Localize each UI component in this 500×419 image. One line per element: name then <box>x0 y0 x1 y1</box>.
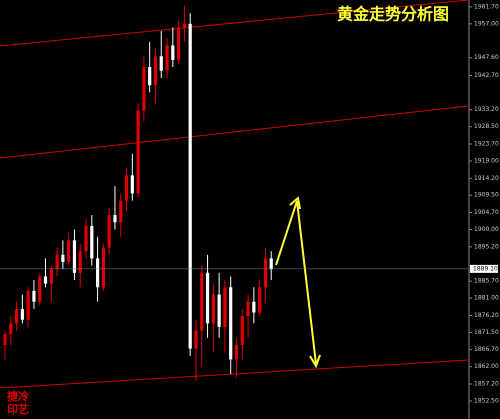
y-tick-label: 1923.70 <box>474 140 499 147</box>
y-tick-label: 1862.00 <box>474 363 499 370</box>
candle-body <box>55 254 59 270</box>
candle-body <box>171 45 175 60</box>
candle-body <box>32 290 36 302</box>
y-tick-label: 1857.20 <box>474 380 499 387</box>
candle-body <box>153 56 158 86</box>
candle-body <box>130 175 134 194</box>
candle-body <box>49 269 53 284</box>
channel-line <box>0 105 469 159</box>
candle-body <box>107 215 111 248</box>
candle-body <box>43 276 48 284</box>
candle-body <box>258 287 262 313</box>
candle-body <box>252 301 256 313</box>
y-tick-label: 1895.20 <box>474 243 499 250</box>
y-tick-label: 1876.20 <box>474 312 499 319</box>
candle-body <box>38 276 42 302</box>
candle-body <box>240 316 244 346</box>
candle-body <box>136 110 140 194</box>
candle-body <box>205 272 210 324</box>
candle-body <box>263 258 268 288</box>
chart-title: 黄金走势分析图 <box>337 5 449 24</box>
candle-body <box>14 308 19 324</box>
candle-body <box>223 287 227 327</box>
y-tick-label: 1961.70 <box>474 3 499 10</box>
y-tick-label: 1881.00 <box>474 295 499 302</box>
y-tick-label: 1866.70 <box>474 346 499 353</box>
candle-body <box>148 67 152 86</box>
y-tick-label: 1942.70 <box>474 72 499 79</box>
watermark: 印艺 <box>7 402 29 416</box>
candle-body <box>61 254 65 263</box>
y-tick-label: 1957.00 <box>474 20 499 27</box>
y-tick-label: 1919.00 <box>474 157 499 164</box>
candle-body <box>229 287 233 360</box>
candle-body <box>101 247 105 288</box>
candle-body <box>20 308 24 320</box>
channel-line <box>0 359 469 389</box>
channel-line <box>0 0 469 47</box>
candle-body <box>26 290 30 320</box>
candle-body <box>90 225 94 259</box>
candle-body <box>269 258 273 270</box>
current-price-box <box>470 264 498 273</box>
current-price-label: 1889.10 <box>473 265 498 272</box>
candle-body <box>67 240 71 263</box>
y-tick-label: 1928.50 <box>474 123 499 130</box>
watermark: 捷冷 <box>7 389 29 403</box>
candle-body <box>119 200 123 223</box>
forecast-arrows <box>275 196 321 369</box>
candle-body <box>142 67 146 111</box>
candle-body <box>182 23 187 28</box>
candle-body <box>9 323 13 335</box>
y-tick-label: 1852.50 <box>474 397 499 404</box>
y-tick-label: 1871.50 <box>474 329 499 336</box>
candle-body <box>113 215 117 223</box>
candle-body <box>78 251 82 273</box>
arrow-head <box>289 196 301 210</box>
candle-body <box>177 27 181 60</box>
candle-body <box>72 240 77 273</box>
y-tick-label: 1900.00 <box>474 226 499 233</box>
candle-body <box>95 258 100 288</box>
forecast-path <box>275 200 317 365</box>
candle-body <box>234 345 239 360</box>
candle-body <box>200 272 204 331</box>
candle-body <box>3 334 7 346</box>
y-tick-label: 1947.60 <box>474 54 499 61</box>
candle-body <box>159 56 163 71</box>
y-tick-label: 1933.20 <box>474 106 499 113</box>
candles <box>3 5 273 382</box>
candle-body <box>124 175 129 201</box>
candle-body <box>194 330 198 349</box>
y-tick-label: 1904.70 <box>474 209 499 216</box>
candle-body <box>211 294 215 324</box>
y-tick-label: 1909.50 <box>474 192 499 199</box>
y-tick-label: 1914.20 <box>474 175 499 182</box>
candle-body <box>188 23 192 349</box>
candle-body <box>165 45 169 71</box>
candle-body <box>217 294 221 327</box>
candle-body <box>246 301 250 317</box>
candle-body <box>84 225 88 252</box>
y-tick-label: 1885.70 <box>474 278 499 285</box>
arrow-head <box>309 354 321 369</box>
